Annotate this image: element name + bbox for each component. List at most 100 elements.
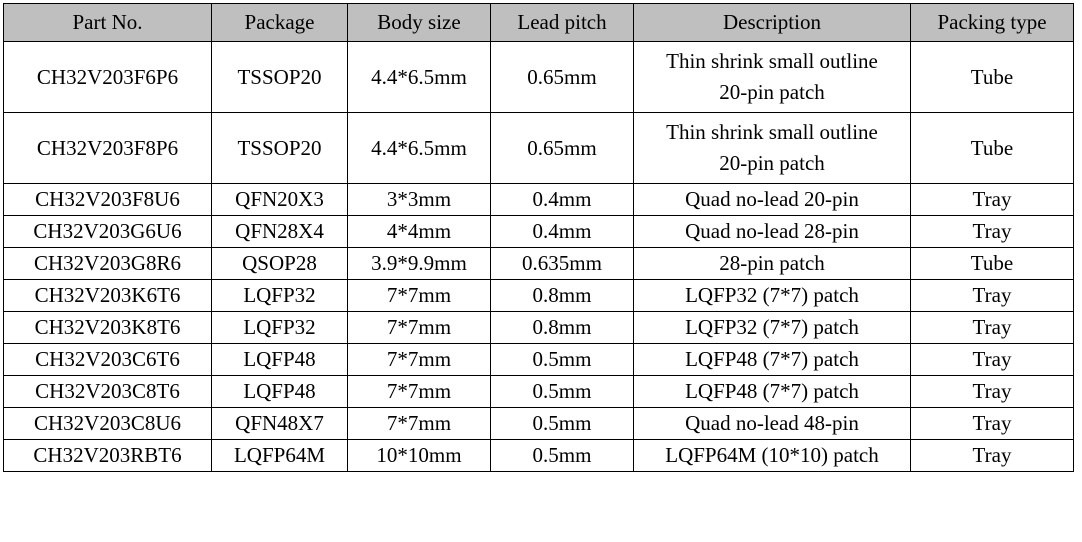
cell-description: LQFP32 (7*7) patch <box>633 311 911 344</box>
cell-part-no: CH32V203K8T6 <box>3 311 212 344</box>
header-part-no: Part No. <box>3 3 212 42</box>
cell-body-size: 7*7mm <box>347 375 491 408</box>
cell-description: Thin shrink small outline 20-pin patch <box>633 41 911 113</box>
table-row: CH32V203G8R6 QSOP28 3.9*9.9mm 0.635mm 28-pin… <box>3 247 1074 280</box>
cell-packing-type: Tray <box>910 439 1074 472</box>
cell-body-size: 7*7mm <box>347 407 491 440</box>
cell-body-size: 3.9*9.9mm <box>347 247 491 280</box>
cell-package: LQFP64M <box>211 439 348 472</box>
cell-body-size: 4.4*6.5mm <box>347 41 491 113</box>
cell-description: LQFP32 (7*7) patch <box>633 279 911 312</box>
cell-description: Thin shrink small outline 20-pin patch <box>633 112 911 184</box>
cell-lead-pitch: 0.8mm <box>490 311 634 344</box>
table-header-row: Part No. Package Body size Lead pitch De… <box>3 3 1074 42</box>
cell-lead-pitch: 0.8mm <box>490 279 634 312</box>
table-row: CH32V203C8U6 QFN48X7 7*7mm 0.5mm Quad no-lea… <box>3 407 1074 440</box>
package-table-container: Part No. Package Body size Lead pitch De… <box>3 3 1074 472</box>
cell-package: QFN48X7 <box>211 407 348 440</box>
cell-part-no: CH32V203F8U6 <box>3 183 212 216</box>
cell-packing-type: Tray <box>910 279 1074 312</box>
cell-part-no: CH32V203K6T6 <box>3 279 212 312</box>
cell-part-no: CH32V203F6P6 <box>3 41 212 113</box>
description-line: Quad no-lead 28-pin <box>685 219 859 243</box>
cell-body-size: 3*3mm <box>347 183 491 216</box>
cell-part-no: CH32V203C8U6 <box>3 407 212 440</box>
description-line: Thin shrink small outline <box>666 49 878 73</box>
cell-description: LQFP64M (10*10) patch <box>633 439 911 472</box>
cell-body-size: 7*7mm <box>347 343 491 376</box>
cell-package: TSSOP20 <box>211 112 348 184</box>
package-table: Part No. Package Body size Lead pitch De… <box>3 3 1074 472</box>
cell-description: LQFP48 (7*7) patch <box>633 375 911 408</box>
table-row: CH32V203C8T6 LQFP48 7*7mm 0.5mm LQFP48 (7*7)… <box>3 375 1074 408</box>
header-description: Description <box>633 3 911 42</box>
cell-lead-pitch: 0.635mm <box>490 247 634 280</box>
description-line: Thin shrink small outline <box>666 120 878 144</box>
table-row: CH32V203F6P6 TSSOP20 4.4*6.5mm 0.65mm Thin s… <box>3 41 1074 113</box>
description-line: Quad no-lead 20-pin <box>685 187 859 211</box>
table-row: CH32V203F8U6 QFN20X3 3*3mm 0.4mm Quad no-lea… <box>3 183 1074 216</box>
description-line: LQFP48 (7*7) patch <box>685 347 859 371</box>
header-packing-type: Packing type <box>910 3 1074 42</box>
table-row: CH32V203RBT6 LQFP64M 10*10mm 0.5mm LQFP64M (… <box>3 439 1074 472</box>
table-row: CH32V203K6T6 LQFP32 7*7mm 0.8mm LQFP32 (7*7)… <box>3 279 1074 312</box>
cell-description: LQFP48 (7*7) patch <box>633 343 911 376</box>
description-line: 20-pin patch <box>719 151 825 175</box>
cell-packing-type: Tray <box>910 215 1074 248</box>
cell-part-no: CH32V203F8P6 <box>3 112 212 184</box>
cell-lead-pitch: 0.5mm <box>490 407 634 440</box>
description-line: LQFP64M (10*10) patch <box>665 443 879 467</box>
cell-part-no: CH32V203RBT6 <box>3 439 212 472</box>
cell-part-no: CH32V203G8R6 <box>3 247 212 280</box>
cell-lead-pitch: 0.4mm <box>490 183 634 216</box>
description-line: LQFP48 (7*7) patch <box>685 379 859 403</box>
cell-package: LQFP32 <box>211 279 348 312</box>
cell-package: QFN20X3 <box>211 183 348 216</box>
cell-lead-pitch: 0.5mm <box>490 343 634 376</box>
cell-package: LQFP32 <box>211 311 348 344</box>
cell-packing-type: Tube <box>910 247 1074 280</box>
description-line: 20-pin patch <box>719 80 825 104</box>
header-lead-pitch: Lead pitch <box>490 3 634 42</box>
cell-package: QSOP28 <box>211 247 348 280</box>
cell-packing-type: Tray <box>910 311 1074 344</box>
cell-body-size: 7*7mm <box>347 311 491 344</box>
cell-description: Quad no-lead 48-pin <box>633 407 911 440</box>
cell-description: Quad no-lead 28-pin <box>633 215 911 248</box>
header-package: Package <box>211 3 348 42</box>
description-line: LQFP32 (7*7) patch <box>685 315 859 339</box>
table-row: CH32V203K8T6 LQFP32 7*7mm 0.8mm LQFP32 (7*7)… <box>3 311 1074 344</box>
cell-package: LQFP48 <box>211 343 348 376</box>
cell-body-size: 7*7mm <box>347 279 491 312</box>
cell-packing-type: Tray <box>910 407 1074 440</box>
cell-packing-type: Tube <box>910 41 1074 113</box>
cell-lead-pitch: 0.65mm <box>490 112 634 184</box>
cell-lead-pitch: 0.4mm <box>490 215 634 248</box>
cell-body-size: 10*10mm <box>347 439 491 472</box>
description-line: Quad no-lead 48-pin <box>685 411 859 435</box>
cell-package: TSSOP20 <box>211 41 348 113</box>
cell-packing-type: Tray <box>910 343 1074 376</box>
description-line: 28-pin patch <box>719 251 825 275</box>
cell-package: QFN28X4 <box>211 215 348 248</box>
cell-packing-type: Tray <box>910 183 1074 216</box>
cell-part-no: CH32V203C6T6 <box>3 343 212 376</box>
description-line: LQFP32 (7*7) patch <box>685 283 859 307</box>
table-body: CH32V203F6P6 TSSOP20 4.4*6.5mm 0.65mm Thin s… <box>3 41 1074 472</box>
cell-body-size: 4.4*6.5mm <box>347 112 491 184</box>
header-body-size: Body size <box>347 3 491 42</box>
cell-lead-pitch: 0.5mm <box>490 439 634 472</box>
cell-body-size: 4*4mm <box>347 215 491 248</box>
table-row: CH32V203C6T6 LQFP48 7*7mm 0.5mm LQFP48 (7*7)… <box>3 343 1074 376</box>
cell-packing-type: Tray <box>910 375 1074 408</box>
cell-part-no: CH32V203G6U6 <box>3 215 212 248</box>
table-row: CH32V203G6U6 QFN28X4 4*4mm 0.4mm Quad no-lea… <box>3 215 1074 248</box>
cell-lead-pitch: 0.5mm <box>490 375 634 408</box>
cell-package: LQFP48 <box>211 375 348 408</box>
cell-packing-type: Tube <box>910 112 1074 184</box>
cell-lead-pitch: 0.65mm <box>490 41 634 113</box>
cell-part-no: CH32V203C8T6 <box>3 375 212 408</box>
cell-description: 28-pin patch <box>633 247 911 280</box>
table-row: CH32V203F8P6 TSSOP20 4.4*6.5mm 0.65mm Thin s… <box>3 112 1074 184</box>
cell-description: Quad no-lead 20-pin <box>633 183 911 216</box>
